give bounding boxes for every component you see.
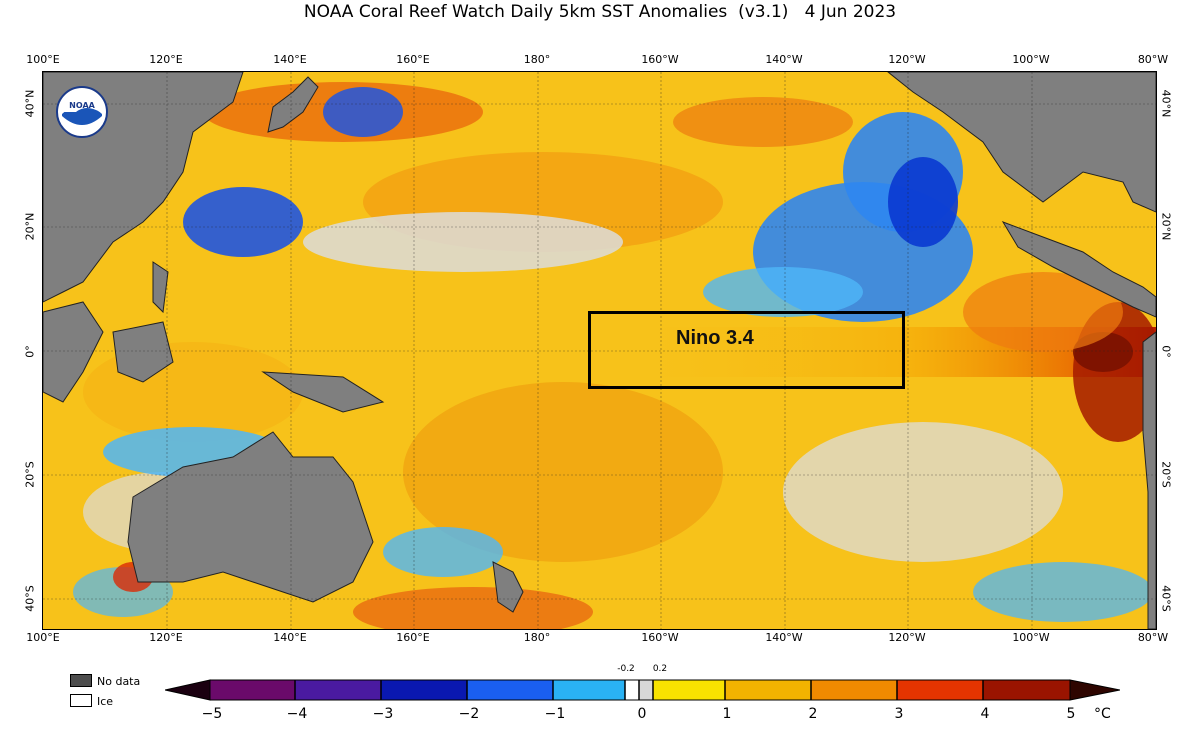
colorbar-tick-label: 1	[722, 706, 732, 722]
lon-label-bottom: 100°E	[26, 631, 60, 644]
new-zealand-landmass	[492, 561, 524, 613]
lon-label-top: 160°E	[396, 53, 430, 66]
lon-label-top: 140°W	[765, 53, 803, 66]
colorbar-segment	[553, 680, 625, 700]
colorbar-segment	[811, 680, 897, 700]
ice-swatch	[70, 694, 92, 707]
lon-label-bottom: 180°	[523, 631, 551, 644]
lon-label-bottom: 140°E	[273, 631, 307, 644]
colorbar-segment	[467, 680, 553, 700]
colorbar-tick-label: 0	[637, 706, 647, 722]
lon-label-bottom: 120°E	[149, 631, 183, 644]
lon-label-bottom: 120°W	[888, 631, 926, 644]
colorbar-segment	[295, 680, 381, 700]
cool-patch	[183, 187, 303, 257]
map-title: NOAA Coral Reef Watch Daily 5km SST Anom…	[303, 2, 897, 22]
south-america-landmass	[1142, 331, 1156, 629]
colorbar-small-tick-label: 0.2	[652, 664, 668, 674]
colorbar-segment	[639, 680, 653, 700]
cool-patch	[888, 157, 958, 247]
lon-label-bottom: 160°E	[396, 631, 430, 644]
lat-label-right: 20°S	[1159, 461, 1173, 488]
colorbar-tick-label: 5	[1066, 706, 1076, 722]
graticule	[43, 72, 1156, 629]
colorbar-tick-label: 4	[980, 706, 990, 722]
lon-label-top: 120°E	[149, 53, 183, 66]
cool-patch	[703, 267, 863, 317]
colorbar-segment	[210, 680, 295, 700]
philippines-landmass	[152, 261, 169, 314]
svg-text:NOAA: NOAA	[69, 101, 95, 110]
no-data-swatch	[70, 674, 92, 687]
lon-label-bottom: 100°W	[1012, 631, 1050, 644]
colorbar-tick-label: −1	[544, 706, 566, 722]
lat-label-left: 40°S	[23, 585, 37, 612]
colorbar-segment	[983, 680, 1070, 700]
colorbar	[165, 679, 1120, 701]
lon-label-top: 120°W	[888, 53, 926, 66]
lon-label-top: 160°W	[641, 53, 679, 66]
lat-label-left: 20°S	[23, 461, 37, 488]
nino34-region-label: Nino 3.4	[676, 327, 754, 349]
cool-patch	[973, 562, 1153, 622]
lon-label-bottom: 140°W	[765, 631, 803, 644]
central-america-landmass	[1001, 221, 1156, 318]
warm-patch	[673, 97, 853, 147]
indochina-landmass	[43, 301, 104, 403]
lat-label-left: 0°	[23, 345, 37, 358]
colorbar-tick-label: −4	[286, 706, 308, 722]
lon-label-bottom: 80°W	[1137, 631, 1169, 644]
no-data-label: No data	[97, 675, 141, 688]
neutral-patch	[783, 422, 1063, 562]
colorbar-low-arrow	[165, 679, 211, 701]
colorbar-tick-label: −2	[458, 706, 480, 722]
lon-label-top: 100°E	[26, 53, 60, 66]
ice-label: Ice	[97, 695, 114, 708]
colorbar-segment	[381, 680, 467, 700]
warm-patch	[403, 382, 723, 562]
colorbar-segment	[897, 680, 983, 700]
cool-patch	[383, 527, 503, 577]
colorbar-segment	[725, 680, 811, 700]
warm-patch	[353, 587, 593, 629]
lon-label-top: 80°W	[1137, 53, 1169, 66]
colorbar-segment	[625, 680, 639, 700]
neutral-patch	[303, 212, 623, 272]
colorbar-small-tick-label: -0.2	[617, 664, 635, 674]
lat-label-left: 20°N	[23, 212, 37, 241]
colorbar-unit: °C	[1094, 706, 1111, 722]
colorbar-tick-label: 3	[894, 706, 904, 722]
colorbar-tick-label: 2	[808, 706, 818, 722]
lon-label-top: 100°W	[1012, 53, 1050, 66]
warm-patch	[963, 272, 1123, 352]
lat-label-right: 0°	[1159, 345, 1173, 358]
colorbar-tick-label: −3	[372, 706, 394, 722]
lat-label-right: 40°N	[1159, 89, 1173, 118]
lat-label-right: 20°N	[1159, 212, 1173, 241]
japan-landmass	[267, 76, 319, 133]
colorbar-tick-label: −5	[201, 706, 223, 722]
lon-label-top: 140°E	[273, 53, 307, 66]
nino34-region-box	[588, 311, 905, 389]
lat-label-right: 40°S	[1159, 585, 1173, 612]
map-canvas	[43, 72, 1156, 629]
lon-label-top: 180°	[523, 53, 551, 66]
colorbar-high-arrow	[1069, 679, 1120, 701]
noaa-logo: NOAA	[56, 86, 108, 138]
borneo-landmass	[112, 321, 174, 383]
new-guinea-landmass	[261, 371, 385, 413]
australia-landmass	[127, 431, 374, 603]
cool-patch	[323, 87, 403, 137]
lat-label-left: 40°N	[23, 89, 37, 118]
lon-label-bottom: 160°W	[641, 631, 679, 644]
colorbar-segment	[653, 680, 725, 700]
north-america-landmass	[887, 72, 1156, 213]
sst-anomaly-map	[42, 71, 1157, 630]
